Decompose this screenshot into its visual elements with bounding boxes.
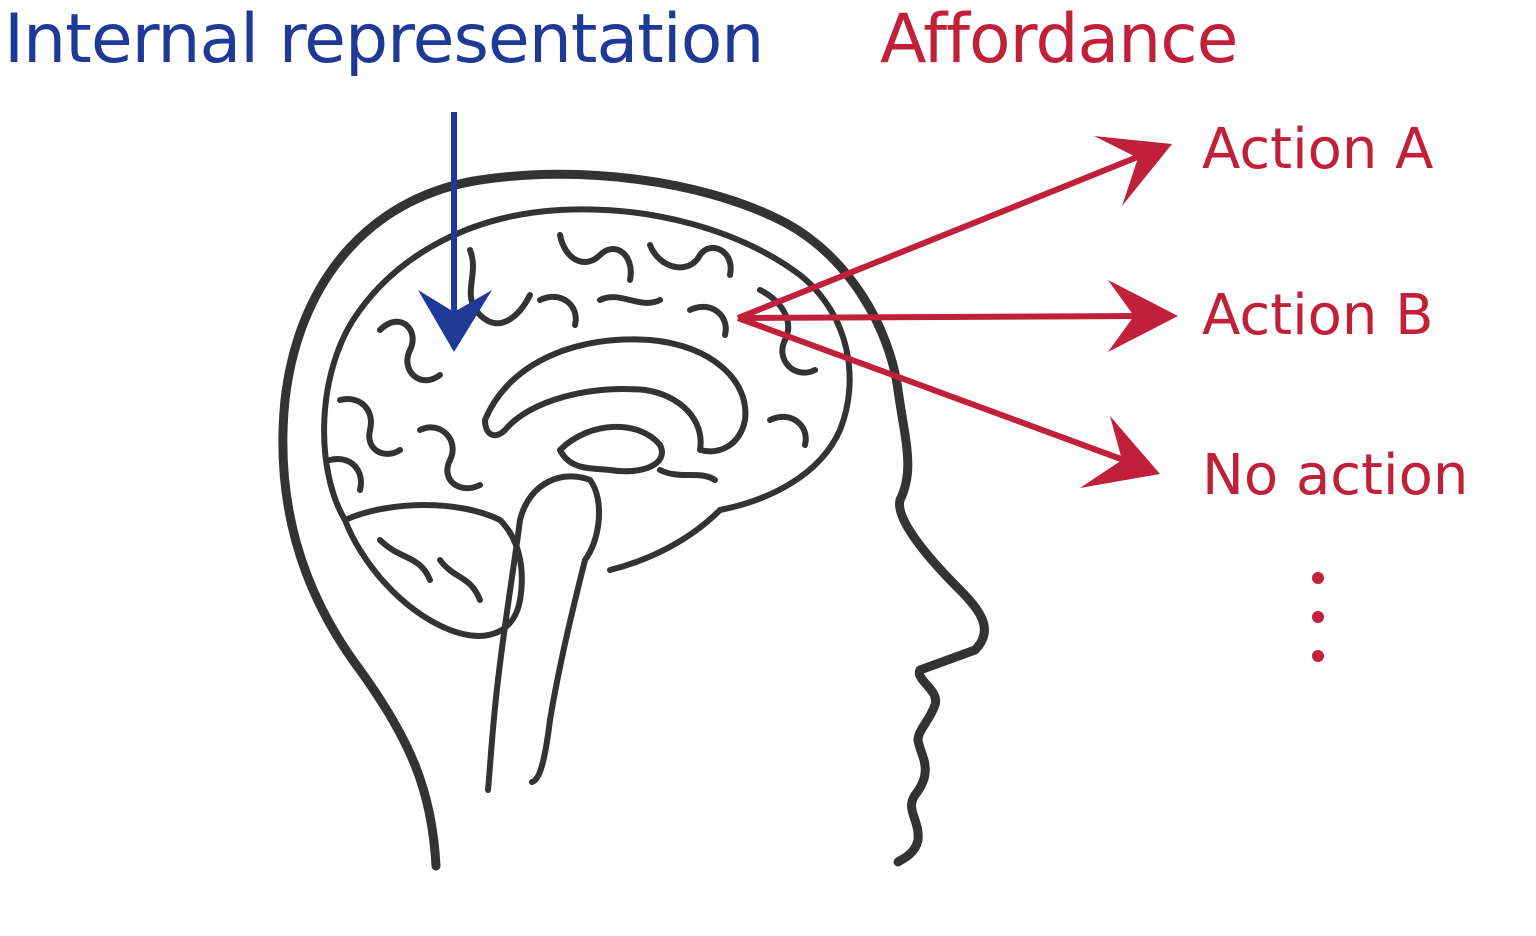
no-action-label: No action: [1202, 443, 1469, 508]
affordance-title: Affordance: [880, 0, 1238, 79]
brain-icon: [321, 206, 853, 793]
ellipsis-dot: [1312, 611, 1324, 623]
internal-representation-arrow: [418, 112, 492, 352]
internal-representation-title: Internal representation: [4, 0, 764, 79]
action-b-label: Action B: [1202, 283, 1434, 348]
ellipsis-dot: [1312, 572, 1324, 584]
arrow-head-no-action: [1080, 416, 1160, 488]
arrow-head-action-a: [1094, 136, 1172, 206]
more-actions-ellipsis: [1312, 572, 1324, 662]
arrow-no-action: [736, 315, 1142, 469]
arrow-action-b: [737, 313, 1156, 321]
ellipsis-dot: [1312, 650, 1324, 662]
arrow-head-action-b: [1108, 280, 1178, 352]
arrow-action-a: [736, 149, 1152, 321]
head-profile-icon: [278, 169, 989, 871]
affordance-arrows: [736, 136, 1178, 488]
action-a-label: Action A: [1202, 117, 1434, 182]
